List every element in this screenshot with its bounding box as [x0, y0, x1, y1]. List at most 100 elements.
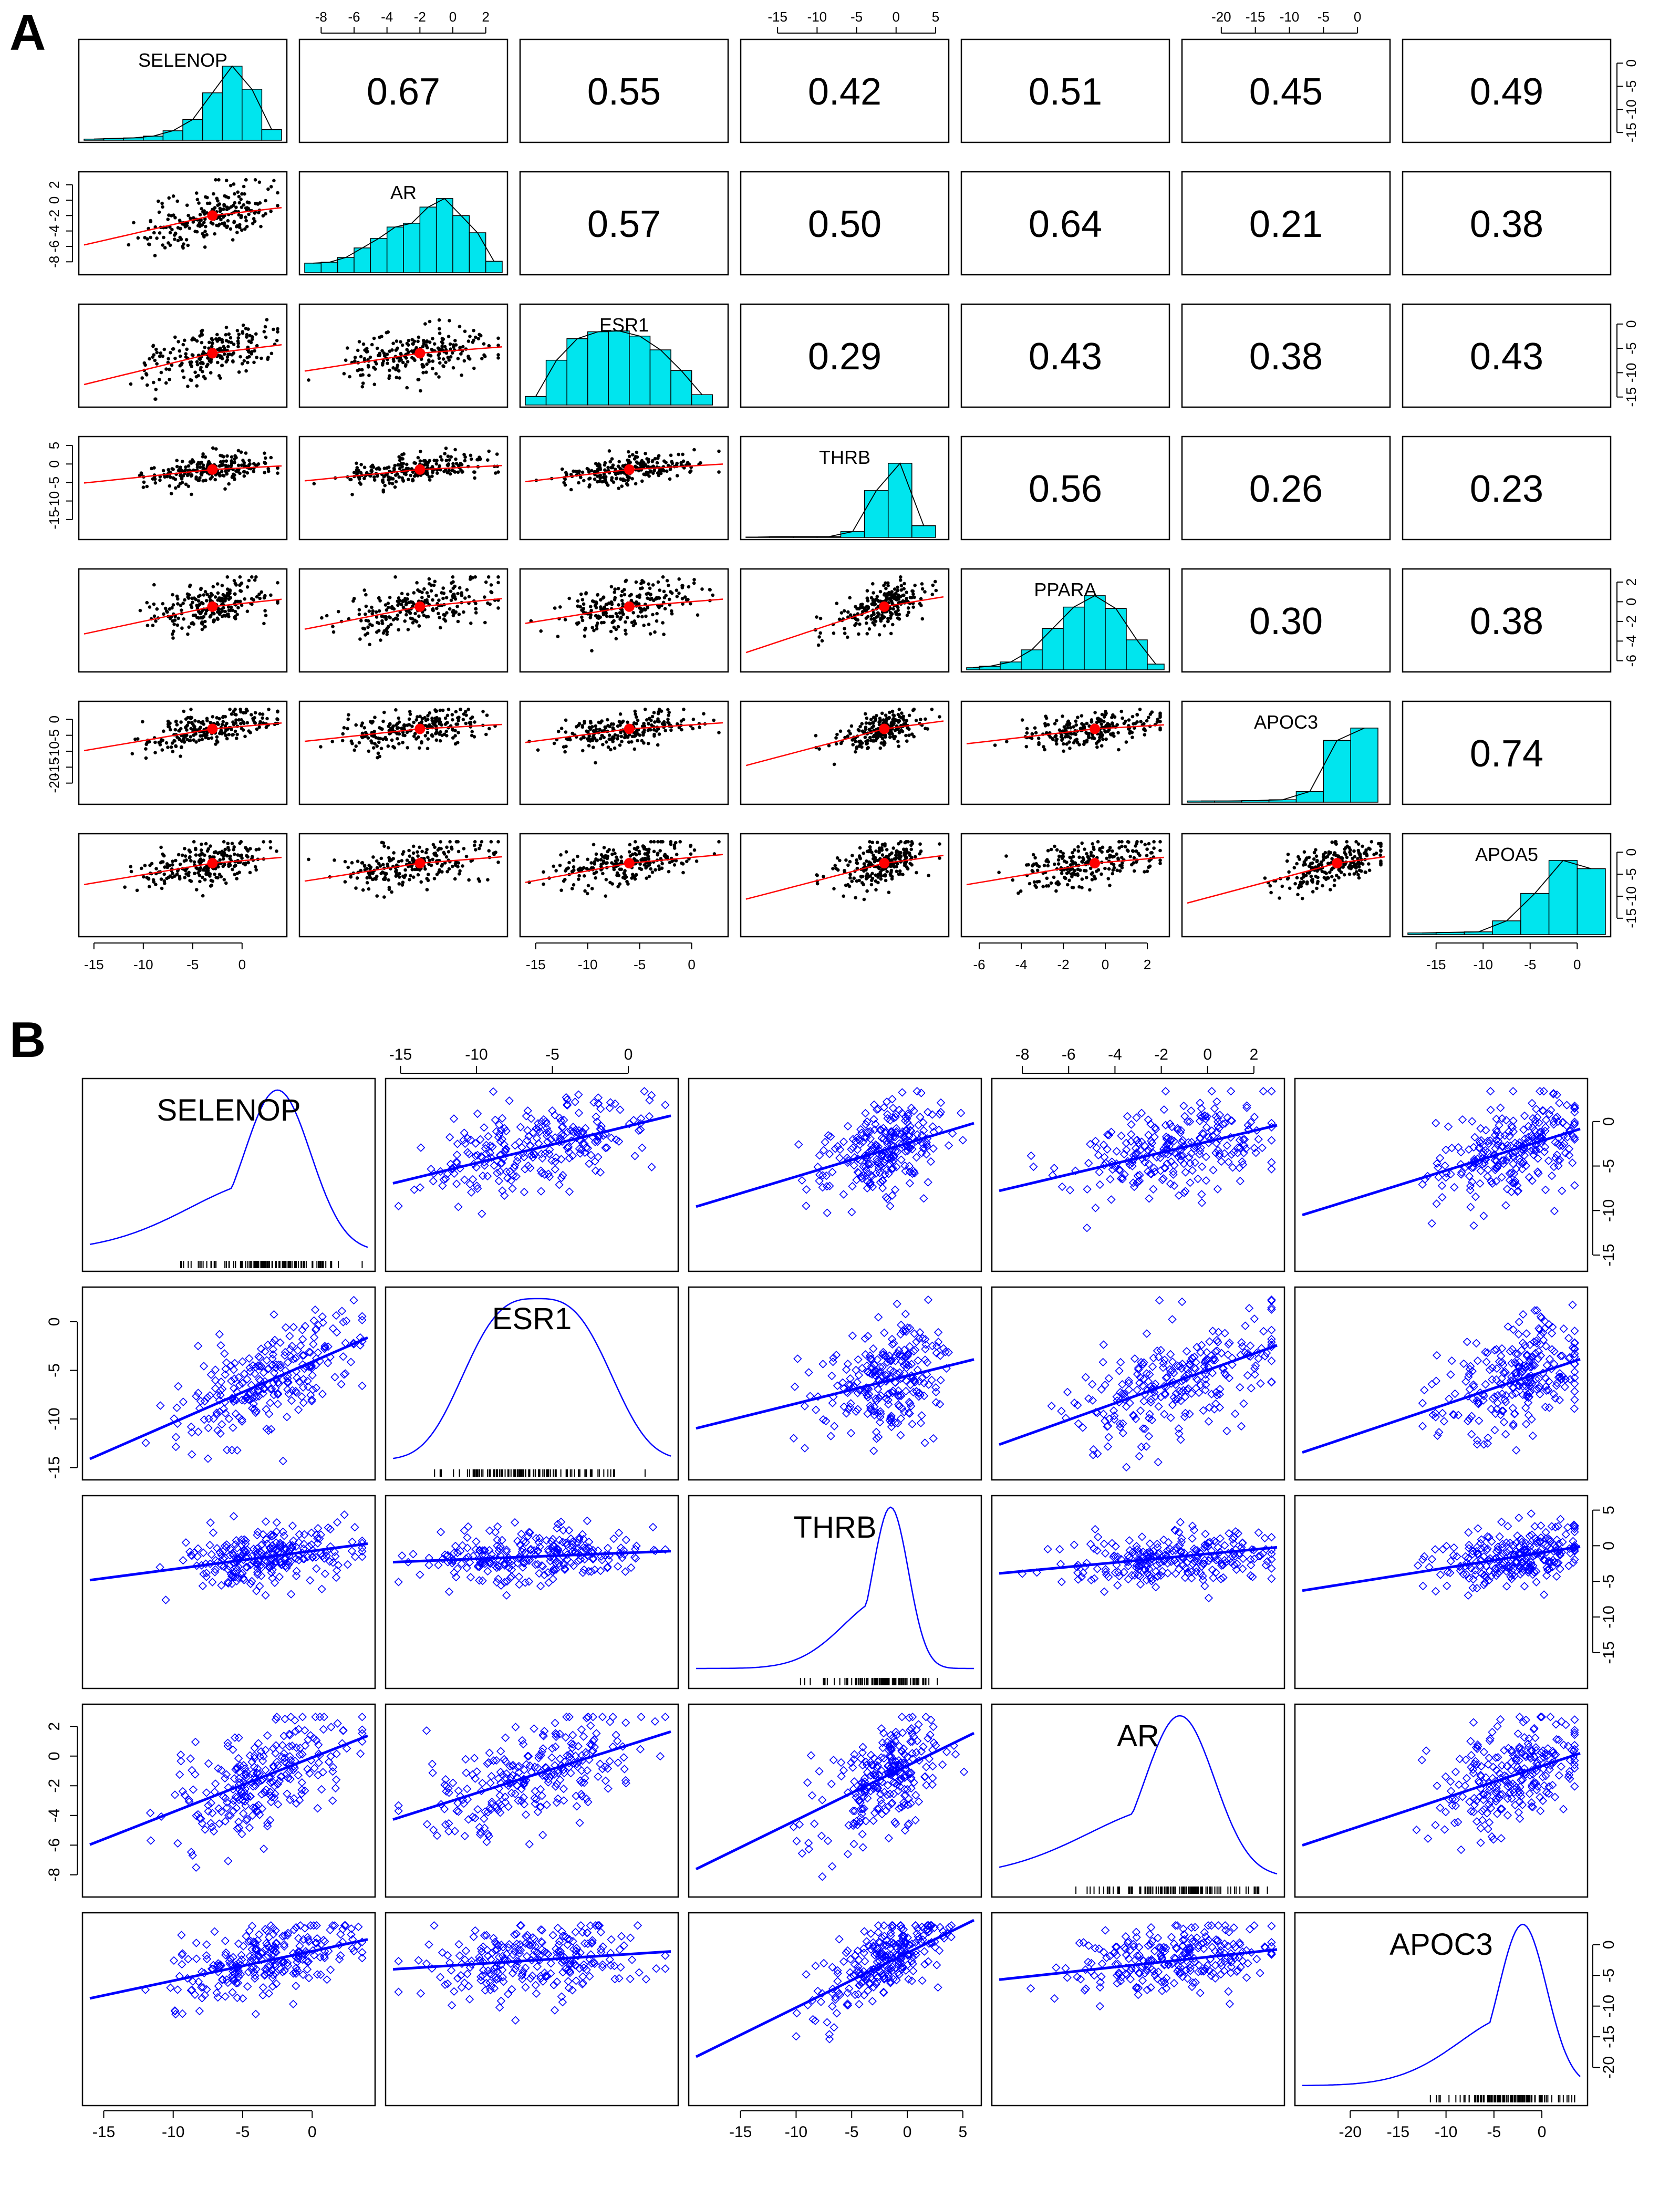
scatter-point	[173, 216, 177, 220]
scatter-point	[670, 460, 673, 463]
scatter-point	[416, 854, 420, 858]
scatter-point	[1085, 721, 1089, 725]
scatter-point	[228, 863, 232, 867]
scatter-point	[1054, 739, 1058, 743]
scatter-point	[215, 223, 219, 227]
scatter-point	[263, 609, 267, 613]
scatter-point	[415, 581, 419, 585]
scatter-point	[183, 598, 186, 602]
scatter-point	[145, 741, 149, 745]
density-curve-THRB	[758, 462, 925, 538]
scatter-point	[599, 607, 603, 611]
scatter-point	[1045, 876, 1049, 880]
scatter-point	[405, 462, 409, 467]
scatter-point	[616, 724, 620, 728]
scatter-point	[356, 348, 360, 353]
scatter-point	[168, 243, 172, 247]
scatter-point	[367, 749, 371, 753]
scatter-point	[359, 355, 363, 359]
scatter-point	[907, 610, 910, 614]
scatter-point	[231, 359, 235, 363]
density-curve-SELENOP	[94, 65, 273, 140]
scatter-point	[655, 461, 659, 465]
scatter-point	[1344, 852, 1347, 856]
scatter-point	[455, 605, 459, 608]
scatter-point	[553, 606, 557, 610]
scatter-point	[237, 201, 242, 205]
scatter-point	[123, 885, 127, 889]
scatter-point	[157, 210, 161, 214]
scatter-point	[471, 340, 475, 344]
scatter-point	[1158, 726, 1162, 730]
scatter-point	[245, 356, 250, 359]
scatter-point	[496, 353, 500, 357]
scatter-point	[1150, 710, 1154, 714]
scatter-point	[398, 467, 402, 471]
scatter-point	[657, 864, 661, 868]
variable-label-SELENOP: SELENOP	[138, 49, 227, 71]
scatter-point	[276, 191, 279, 195]
histogram-bar-AR	[435, 198, 453, 273]
scatter-point	[897, 744, 900, 748]
scatter-point	[212, 192, 215, 196]
scatter-point	[896, 606, 900, 609]
scatter-point	[1131, 714, 1135, 719]
scatter-point	[203, 625, 207, 629]
scatter-point	[219, 208, 223, 211]
scatter-point	[424, 340, 429, 344]
scatter-point	[444, 855, 449, 859]
scatter-point	[585, 729, 588, 733]
scatter-point	[1096, 840, 1100, 844]
scatter-point	[556, 730, 561, 733]
scatter-point	[395, 339, 399, 343]
scatter-point	[635, 600, 638, 604]
scatter-point	[171, 194, 175, 198]
scatter-point	[1044, 884, 1049, 888]
scatter-point	[409, 473, 413, 478]
scatter-point	[197, 201, 201, 205]
scatter-point	[1311, 890, 1315, 894]
scatter-point	[438, 717, 442, 721]
correlation-AR-APOC3: 0.21	[1249, 203, 1323, 245]
scatter-point	[167, 357, 170, 361]
scatter-point	[226, 845, 230, 849]
scatter-point	[259, 224, 263, 229]
scatter-point	[835, 732, 839, 737]
scatter-point	[600, 480, 604, 484]
scatter-point	[1076, 849, 1081, 853]
scatter-point	[383, 354, 387, 358]
scatter-point	[610, 861, 614, 865]
scatter-point	[576, 599, 580, 603]
scatter-point	[1089, 854, 1093, 857]
scatter-point	[383, 876, 387, 880]
scatter-point	[577, 877, 580, 881]
scatter-point	[179, 474, 183, 478]
scatter-point	[1112, 866, 1116, 870]
scatter-point	[175, 723, 179, 727]
scatter-point	[194, 846, 198, 851]
mean-point-THRB-vs-ESR1	[624, 464, 635, 475]
scatter-point	[887, 890, 891, 894]
scatter-point	[262, 330, 266, 334]
scatter-point	[1101, 733, 1105, 737]
scatter-point	[132, 221, 136, 225]
scatter-point	[203, 590, 208, 594]
mean-point-APOC3-vs-ESR1	[624, 723, 635, 734]
scatter-point	[664, 461, 668, 464]
scatter-point	[346, 717, 350, 721]
scatter-point	[232, 221, 236, 224]
scatter-point	[878, 746, 883, 750]
scatter-point	[891, 717, 896, 721]
histogram-bar-AR	[469, 232, 486, 273]
variable-label-APOC3: APOC3	[1254, 711, 1318, 733]
scatter-point	[603, 725, 607, 729]
scatter-point	[1312, 857, 1316, 861]
scatter-point	[605, 614, 609, 618]
scatter-point	[888, 853, 891, 857]
scatter-point	[1329, 888, 1332, 892]
scatter-point	[1095, 745, 1099, 749]
scatter-point	[199, 848, 203, 852]
scatter-point	[159, 861, 163, 865]
scatter-point	[899, 716, 903, 720]
correlation-AR-THRB: 0.50	[808, 203, 882, 245]
